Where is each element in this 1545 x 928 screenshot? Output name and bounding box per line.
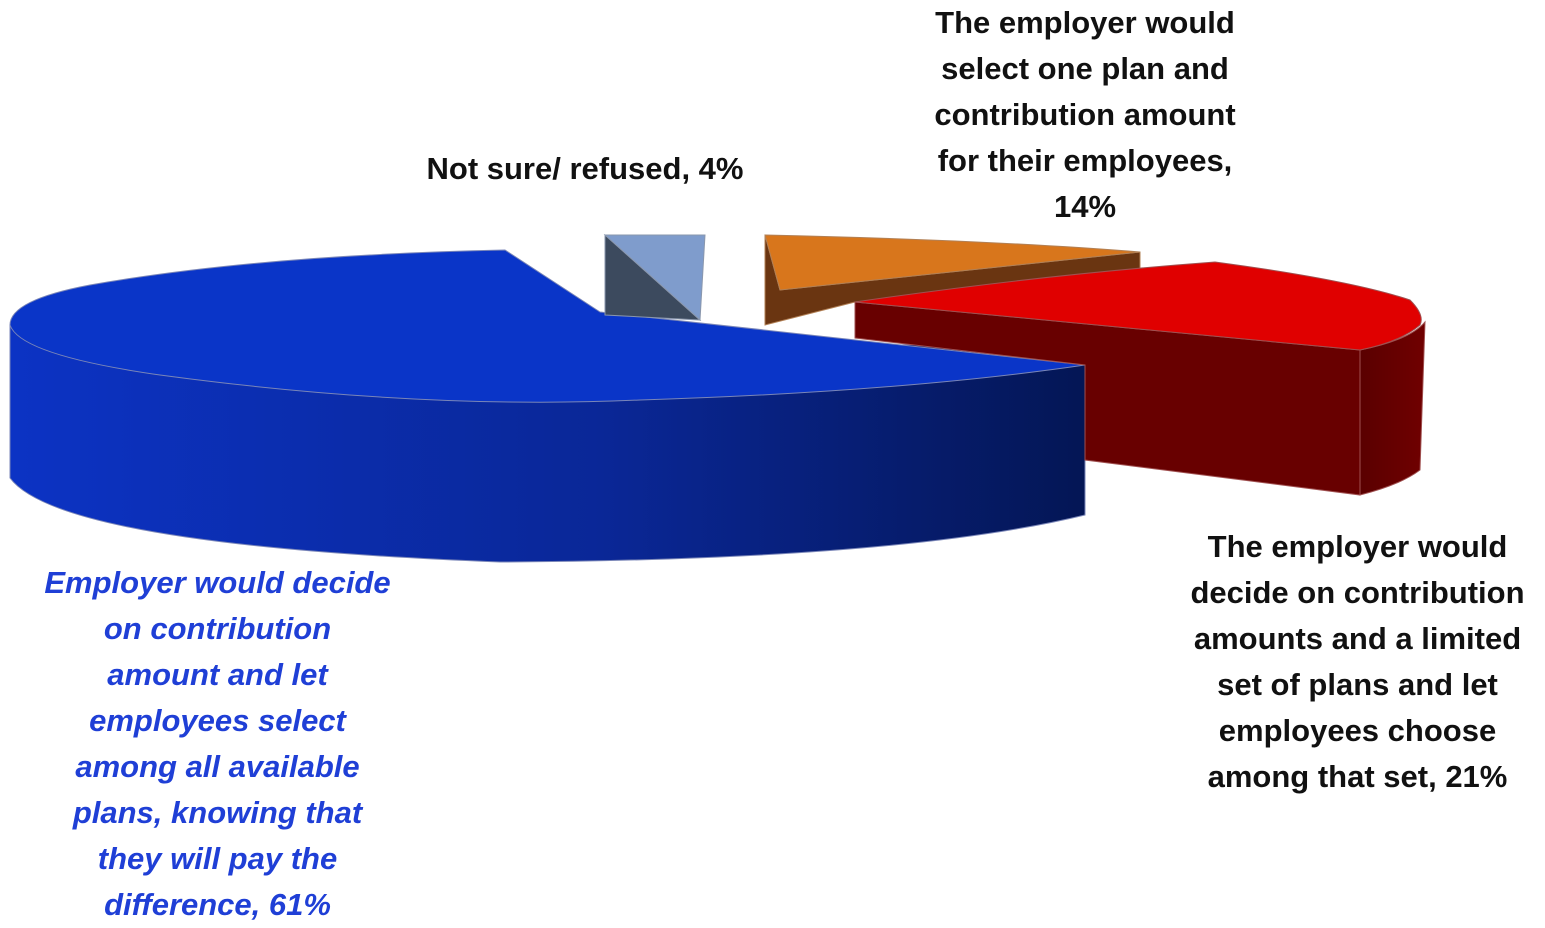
pie-slice-top (854, 261, 1422, 351)
pie-slice-employer-limited-set (854, 261, 1426, 496)
slice-label-line: The employer would (935, 5, 1235, 40)
slice-label-line: The employer would (1207, 529, 1508, 564)
slice-label-line: among that set, 21% (1207, 759, 1508, 794)
slice-label-line: amounts and a limited (1193, 621, 1522, 656)
pie-slice-not-sure (603, 233, 706, 322)
slice-label-line: plans, knowing that (72, 795, 363, 830)
slice-label-line: they will pay the (97, 841, 338, 876)
slice-label-line: 14% (1053, 189, 1117, 224)
slice-label-employer-all-plans: Employer would decide on contribution amou… (25, 560, 410, 928)
pie-slice-top (603, 234, 706, 322)
slice-label-line: contribution amount (934, 97, 1236, 132)
slice-label-line: Employer would decide (44, 565, 391, 600)
slice-label-line: employees choose (1218, 713, 1497, 748)
slice-label-line: select one plan and (941, 51, 1229, 86)
slice-label-line: decide on contribution (1190, 575, 1525, 610)
slice-label-not-sure: Not sure/ refused, 4% (395, 146, 775, 192)
pie-slice-top (9, 249, 1086, 403)
pie-slice-employer-one-plan (764, 234, 1141, 326)
slice-label-line: employees select (89, 703, 346, 738)
slice-label-line: Not sure/ refused, 4% (426, 151, 744, 186)
slice-label-employer-one-plan: The employer would select one plan and con… (900, 0, 1270, 230)
slice-label-line: difference, 61% (104, 887, 331, 922)
slice-label-line: for their employees, (937, 143, 1233, 178)
slice-label-line: among all available (75, 749, 360, 784)
slice-label-line: set of plans and let (1217, 667, 1498, 702)
slice-label-line: on contribution (103, 611, 332, 646)
slice-label-employer-limited-set: The employer would decide on contribution… (1170, 524, 1545, 800)
pie-slice-employer-all-plans (9, 249, 1086, 563)
slice-label-line: amount and let (107, 657, 328, 692)
pie-slice-top (764, 234, 1141, 291)
